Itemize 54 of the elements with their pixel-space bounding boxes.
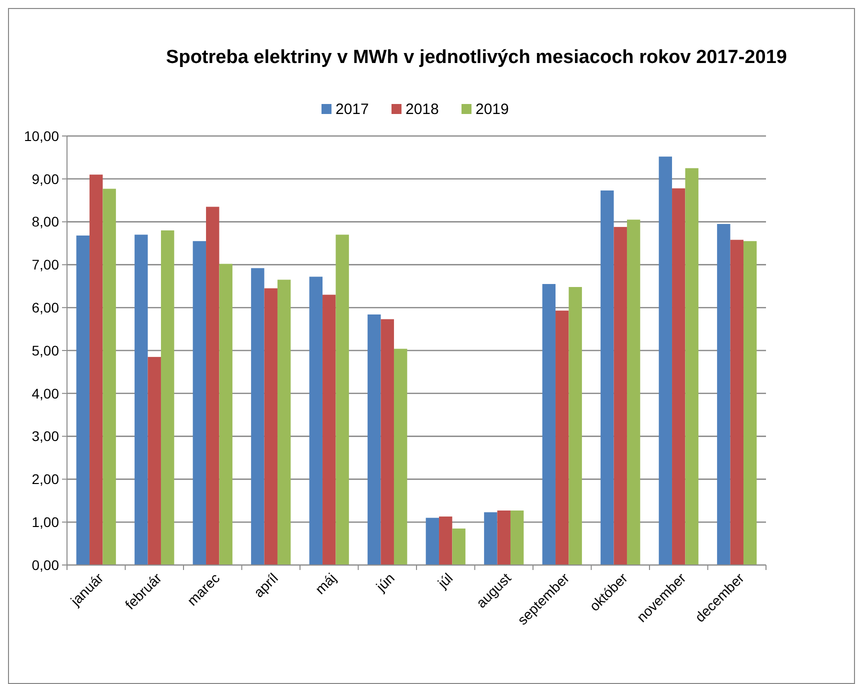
bar (219, 264, 232, 565)
bar (368, 314, 381, 565)
y-tick-label: 7,00 (32, 256, 60, 273)
bar (336, 234, 349, 565)
x-tick-label: máj (312, 570, 340, 598)
legend-label: 2019 (476, 101, 509, 118)
bar (160, 230, 174, 565)
bar (134, 234, 148, 565)
bar (264, 288, 278, 565)
y-tick-label: 2,00 (32, 471, 60, 488)
bar (497, 510, 510, 565)
bar (556, 310, 569, 565)
bar (672, 188, 686, 565)
y-tick-label: 6,00 (32, 300, 60, 316)
bar (743, 241, 757, 565)
y-tick-label: 5,00 (32, 342, 60, 358)
bar (730, 240, 744, 565)
legend-label: 2018 (406, 101, 439, 118)
y-tick-label: 1,00 (32, 514, 60, 530)
bar (626, 220, 640, 565)
bar (309, 276, 323, 565)
bar (658, 156, 672, 565)
y-tick-label: 4,00 (32, 385, 60, 402)
bar (510, 510, 524, 565)
bar (717, 224, 730, 565)
bar (426, 518, 440, 565)
y-tick-label: 3,00 (32, 428, 60, 444)
bar (614, 226, 627, 565)
bar (102, 188, 116, 565)
bar (600, 190, 614, 565)
x-tick-label: jún (372, 570, 398, 596)
bar (322, 294, 336, 565)
bar (568, 287, 582, 565)
y-tick-label: 10,00 (24, 128, 60, 144)
y-tick-label: 8,00 (32, 214, 60, 230)
bar (394, 348, 408, 565)
bar (76, 236, 90, 565)
y-tick-label: 9,00 (32, 170, 60, 187)
bar (251, 268, 264, 565)
bar (192, 241, 206, 565)
bar (90, 174, 103, 565)
bar (148, 356, 161, 565)
bar (484, 512, 498, 565)
bar (439, 516, 452, 565)
bar (452, 528, 466, 565)
bar (542, 284, 556, 565)
bar (685, 168, 698, 565)
y-tick-label: 0,00 (32, 556, 60, 573)
chart-title: Spotreba elektriny v MWh v jednotlivých mesiacoch rokov 2017-2019 (166, 47, 787, 68)
x-tick-label: júl (434, 570, 456, 592)
legend-label: 2017 (336, 101, 369, 118)
bar (380, 319, 394, 565)
bar (206, 206, 220, 565)
bar (277, 280, 291, 565)
